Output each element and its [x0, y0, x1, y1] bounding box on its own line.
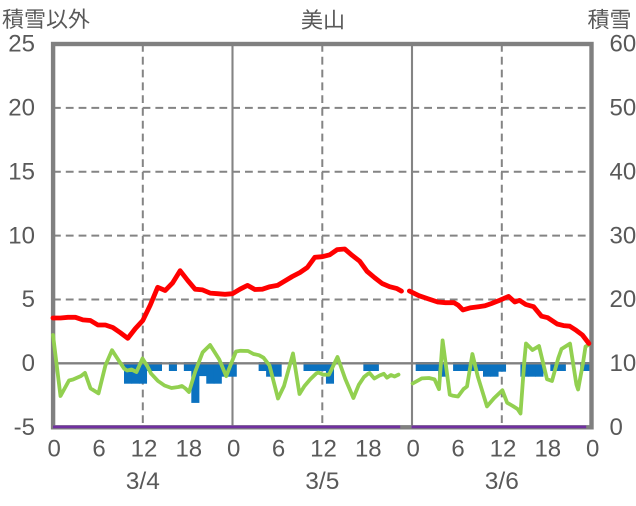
svg-text:50: 50 — [610, 95, 636, 122]
svg-text:3/6: 3/6 — [485, 468, 519, 495]
svg-text:3/4: 3/4 — [126, 468, 160, 495]
svg-text:0: 0 — [610, 414, 623, 441]
svg-text:12: 12 — [131, 436, 158, 463]
svg-text:6: 6 — [451, 436, 464, 463]
svg-text:0: 0 — [227, 436, 240, 463]
svg-text:10: 10 — [8, 222, 35, 249]
svg-text:25: 25 — [8, 31, 35, 58]
svg-text:10: 10 — [610, 350, 636, 377]
svg-text:12: 12 — [490, 436, 517, 463]
svg-text:0: 0 — [407, 436, 420, 463]
svg-text:20: 20 — [8, 95, 35, 122]
svg-text:0: 0 — [586, 436, 599, 463]
svg-text:60: 60 — [610, 31, 636, 58]
svg-text:18: 18 — [534, 436, 561, 463]
svg-text:15: 15 — [8, 158, 35, 185]
svg-text:-5: -5 — [14, 414, 35, 441]
svg-text:40: 40 — [610, 158, 636, 185]
svg-text:6: 6 — [92, 436, 105, 463]
svg-text:18: 18 — [175, 436, 202, 463]
svg-text:0: 0 — [48, 436, 61, 463]
svg-text:30: 30 — [610, 222, 636, 249]
svg-text:12: 12 — [310, 436, 337, 463]
svg-text:5: 5 — [22, 286, 35, 313]
svg-text:6: 6 — [272, 436, 285, 463]
svg-text:18: 18 — [355, 436, 382, 463]
svg-text:3/5: 3/5 — [305, 468, 339, 495]
svg-text:0: 0 — [22, 350, 35, 377]
svg-text:20: 20 — [610, 286, 636, 313]
